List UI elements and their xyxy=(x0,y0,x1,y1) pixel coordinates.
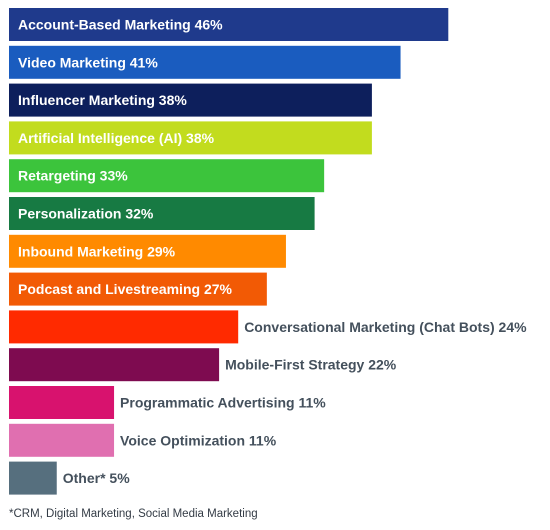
bar-personalization xyxy=(9,197,315,230)
bar-label-personalization: Personalization 32% xyxy=(18,206,154,222)
bar-influencer-marketing xyxy=(9,83,372,117)
bar-label-other: Other* 5% xyxy=(63,470,130,486)
bar-mobile-first-strategy xyxy=(9,348,220,382)
bar-other xyxy=(9,461,57,495)
bar-account-based-marketing xyxy=(9,8,449,41)
bar-label-account-based-marketing: Account-Based Marketing 46% xyxy=(18,17,223,33)
bar-podcast-and-livestreaming xyxy=(9,272,267,306)
bar-label-programmatic-advertising: Programmatic Advertising 11% xyxy=(120,395,326,411)
bar-label-podcast-and-livestreaming: Podcast and Livestreaming 27% xyxy=(18,281,233,297)
bar-voice-optimization xyxy=(9,423,115,457)
bar-label-mobile-first-strategy: Mobile-First Strategy 22% xyxy=(225,357,397,373)
bar-label-artificial-intelligence-ai: Artificial Intelligence (AI) 38% xyxy=(18,130,215,146)
bar-programmatic-advertising xyxy=(9,386,115,419)
bar-inbound-marketing xyxy=(9,234,286,268)
bar-label-influencer-marketing: Influencer Marketing 38% xyxy=(18,92,187,108)
bar-conversational-marketing-chat-bots xyxy=(9,310,239,344)
bar-label-retargeting: Retargeting 33% xyxy=(18,168,128,184)
bar-label-video-marketing: Video Marketing 41% xyxy=(18,54,158,70)
bar-artificial-intelligence-ai xyxy=(9,121,372,155)
bar-chart: Account-Based Marketing 46% Video Marketi… xyxy=(9,8,527,495)
bar-label-voice-optimization: Voice Optimization 11% xyxy=(120,432,277,448)
bar-label-inbound-marketing: Inbound Marketing 29% xyxy=(18,243,176,259)
bar-label-conversational-marketing-chat-bots: Conversational Marketing (Chat Bots) 24% xyxy=(244,319,527,335)
footnote: *CRM, Digital Marketing, Social Media Ma… xyxy=(9,508,258,520)
bar-video-marketing xyxy=(9,45,401,79)
bar-retargeting xyxy=(9,159,325,193)
